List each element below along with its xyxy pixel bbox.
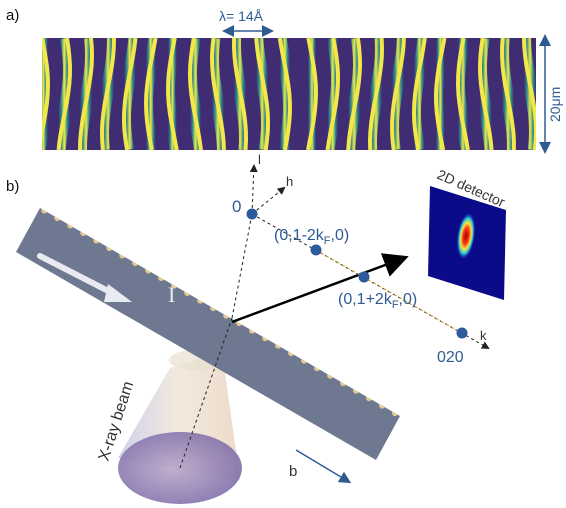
height-label: 20μm [547,87,563,122]
band-stripe [236,276,268,327]
b-axis-arrow [295,449,352,484]
wave-stripe [17,38,26,150]
band-stripe [379,359,400,409]
peak-minus-label: (0,1-2kF,0) [274,227,349,247]
b-axis-label: b [289,463,297,480]
band-stripe [132,216,164,266]
band-stripe [80,208,112,236]
k-axis-highlight [315,249,463,334]
satellite-plus-point [358,271,370,283]
panel-b-letter: b) [6,178,19,195]
wavelength-label: λ= 14Å [219,8,264,24]
band-stripe [327,329,359,379]
scattered-beam-arrow [231,253,409,324]
wave-stripe-core [411,38,427,150]
peak-plus-label: (0,1+2kF,0) [338,291,417,311]
band-stripe [340,336,372,387]
wave-image [17,38,536,150]
band-stripe [408,377,433,420]
band-stripe [41,208,73,214]
wave-stripe-core [500,38,516,150]
band-stripe [54,208,86,221]
band-stripe [184,246,216,296]
band-stripe [314,321,346,372]
band-stripe [93,208,125,244]
band-stripe [366,351,397,402]
wave-stripe-core [367,38,385,150]
band-stripe [353,344,385,394]
wave-stripe-core [477,38,494,150]
bragg-label: 020 [437,349,464,366]
band-stripe [67,208,99,229]
wave-stripe-core [231,38,249,150]
wave-stripe-core [209,38,226,150]
band-stripe [31,160,56,203]
wave-stripe-core [455,38,470,150]
h-axis [251,186,286,215]
detector [428,186,506,300]
current-arrow [37,253,132,302]
origin-label: 0 [232,197,241,216]
satellite-minus-point [310,244,322,256]
wave-stripe-core [254,38,271,150]
wave-stripe-core [143,38,158,150]
band-stripe [197,254,229,304]
wave-stripe-core [121,38,138,150]
bragg-020-point [456,327,468,339]
l-axis [249,164,258,215]
wave-stripe-core [522,38,536,150]
wave-stripe-core [306,38,319,150]
band-stripe [106,208,138,251]
band-stripe [392,366,400,417]
band-stripe [275,299,307,349]
wave-stripe-core [325,38,341,150]
wave-stripe-core [433,38,447,150]
band-stripe [145,224,177,274]
wave-stripe-core [42,38,51,142]
panel-a-letter: a) [6,7,19,24]
band-stripe [223,269,255,319]
band-stripe [171,239,203,289]
band-stripe [301,314,333,364]
wave-stripe-core [99,38,116,150]
wave-stripe-core [17,38,26,150]
band-stripe [119,209,151,259]
incident-dashed [231,213,253,319]
wave-stripe-core [56,38,73,150]
wave-stripe-core [390,38,406,150]
l-axis-label: l [258,152,261,167]
wave-stripe-core [187,38,203,150]
band-stripe [158,231,190,281]
wave-stripe-core [346,38,363,150]
h-axis-label: h [286,174,293,189]
beam-axis-dashed [179,317,233,469]
xray-beam-cone [118,350,242,504]
k-axis-label: k [480,328,487,343]
band-stripe [210,261,242,312]
band-stripe [288,306,320,357]
wave-stripe-core [166,38,179,150]
wave-stripe-core [277,38,292,150]
wave-stripe-core [78,38,95,150]
current-label: I [168,282,175,307]
origin-point [246,208,258,220]
